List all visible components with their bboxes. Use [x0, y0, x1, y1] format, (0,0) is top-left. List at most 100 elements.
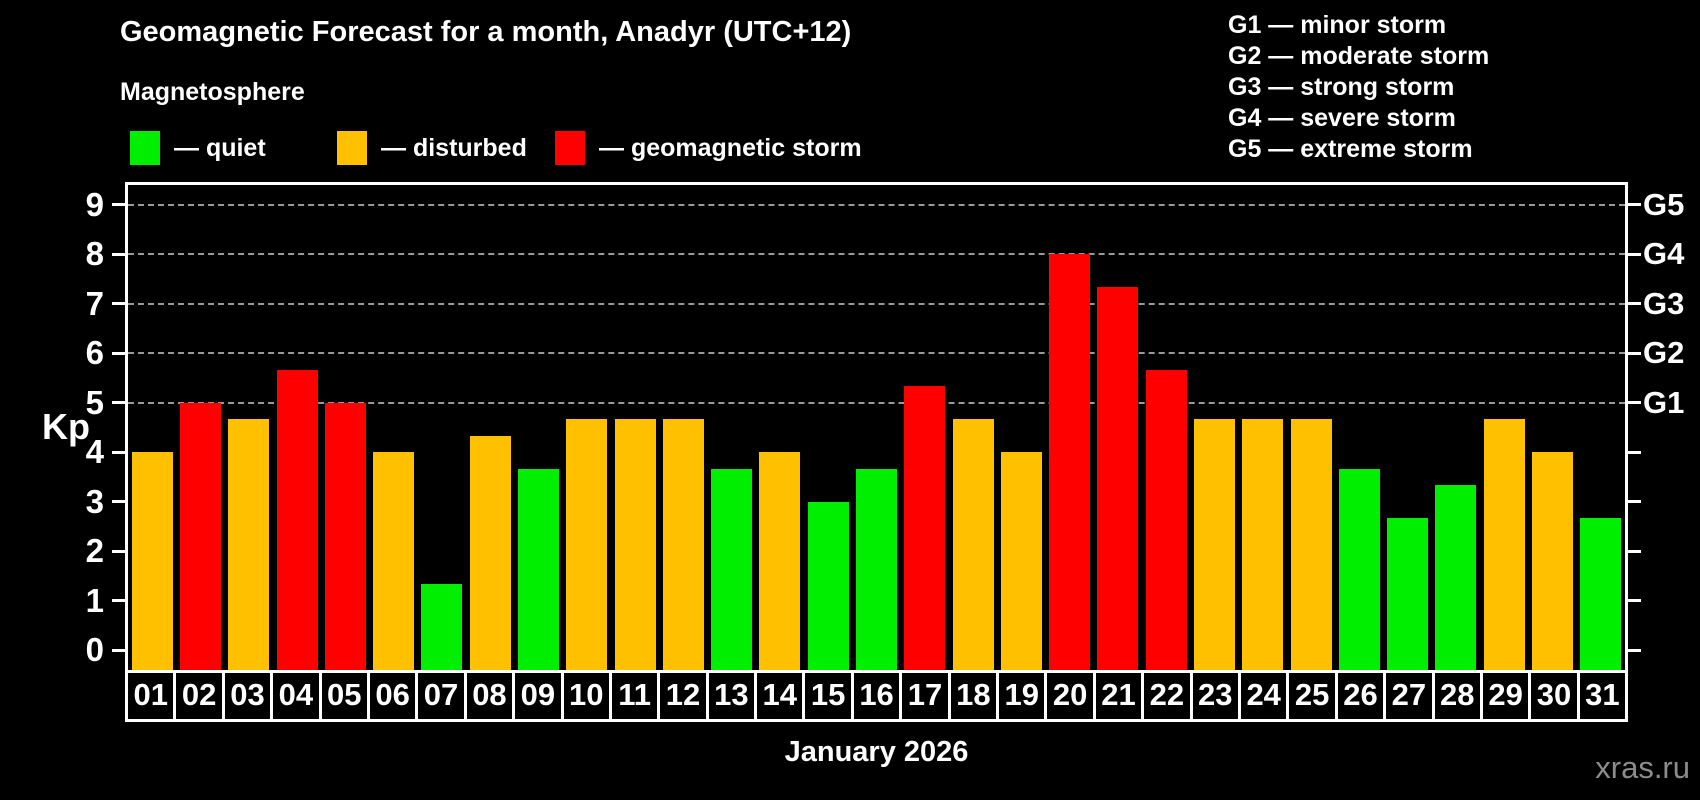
day-label-18: 18: [947, 670, 1000, 722]
left-axis-tick-9: [112, 203, 125, 207]
x-axis-title: January 2026: [784, 736, 969, 768]
kp-bar-day-27: [1387, 518, 1429, 670]
kp-bar-day-10: [566, 419, 608, 670]
day-label-01: 01: [125, 670, 177, 722]
kp-bar-day-11: [614, 419, 656, 670]
kp-bar-day-20: [1049, 254, 1091, 670]
kp-bar-day-06: [373, 452, 415, 670]
g-level-label-g2: G2: [1643, 335, 1685, 371]
gridline-kp5: [128, 401, 1625, 404]
legend-label-storm: — geomagnetic storm: [599, 133, 862, 162]
legend-item-storm: — geomagnetic storm: [555, 126, 862, 170]
y-axis-title: Kp: [42, 406, 90, 447]
chart-title: Geomagnetic Forecast for a month, Anadyr…: [120, 16, 852, 48]
day-label-20: 20: [1044, 670, 1096, 722]
right-axis-tick-4: [1628, 450, 1641, 454]
y-tick-label-5: 5: [85, 383, 104, 421]
day-label-21: 21: [1092, 670, 1145, 722]
kp-bar-day-28: [1435, 485, 1477, 670]
day-label-19: 19: [996, 670, 1048, 722]
y-tick-label-3: 3: [85, 482, 104, 520]
g-level-label-g1: G1: [1643, 384, 1685, 420]
day-label-03: 03: [221, 670, 274, 722]
day-label-04: 04: [270, 670, 322, 722]
g-legend-line-g1: G1 — minor storm: [1228, 11, 1447, 39]
y-tick-label-0: 0: [85, 631, 104, 669]
day-label-11: 11: [608, 670, 661, 722]
disturbed-color-swatch: [337, 131, 367, 165]
chart-subtitle: Magnetosphere: [120, 78, 305, 106]
day-label-12: 12: [657, 670, 709, 722]
kp-bar-day-23: [1194, 419, 1236, 670]
day-label-05: 05: [318, 670, 370, 722]
y-tick-label-4: 4: [85, 433, 104, 471]
day-label-23: 23: [1189, 670, 1241, 722]
kp-bar-day-01: [131, 452, 173, 670]
day-label-07: 07: [415, 670, 467, 722]
left-axis-tick-6: [112, 351, 125, 355]
g-legend-line-g4: G4 — severe storm: [1228, 104, 1456, 132]
day-label-24: 24: [1237, 670, 1290, 722]
kp-bar-day-21: [1097, 287, 1139, 670]
day-label-02: 02: [173, 670, 225, 722]
g-legend-line-g3: G3 — strong storm: [1228, 73, 1455, 101]
y-tick-label-8: 8: [85, 235, 104, 273]
day-label-17: 17: [899, 670, 951, 722]
legend-label-quiet: — quiet: [174, 133, 266, 162]
kp-bar-day-03: [228, 419, 270, 670]
storm-color-swatch: [555, 131, 585, 165]
left-axis-tick-0: [112, 648, 125, 652]
day-label-14: 14: [754, 670, 806, 722]
gridline-kp7: [128, 302, 1625, 305]
left-axis-tick-3: [112, 500, 125, 504]
y-tick-label-2: 2: [85, 532, 104, 570]
gridline-kp6: [128, 352, 1625, 355]
y-tick-label-1: 1: [85, 581, 104, 619]
plot-area: 0 1 2 3 4 5 6 7 8 9 G1 G2 G3 G4 G5: [86, 182, 1684, 673]
watermark: xras.ru: [1595, 750, 1690, 785]
day-label-22: 22: [1141, 670, 1193, 722]
right-axis-tick-8: [1628, 252, 1641, 256]
day-label-15: 15: [802, 670, 854, 722]
right-axis-tick-9: [1628, 203, 1641, 207]
left-axis-tick-4: [112, 450, 125, 454]
right-axis-tick-6: [1628, 351, 1641, 355]
kp-bar-day-19: [1000, 452, 1042, 670]
kp-bar-day-07: [421, 584, 463, 670]
kp-bar-day-12: [662, 419, 704, 670]
kp-bar-day-30: [1532, 452, 1574, 670]
quiet-color-swatch: [130, 131, 160, 165]
kp-bar-day-14: [759, 452, 801, 670]
g-legend-line-g2: G2 — moderate storm: [1228, 42, 1490, 70]
kp-bar-day-26: [1338, 468, 1380, 670]
gridline-kp8: [128, 253, 1625, 256]
kp-bar-day-02: [179, 402, 221, 670]
day-label-09: 09: [512, 670, 564, 722]
g-level-label-g3: G3: [1643, 285, 1685, 321]
right-axis-tick-3: [1628, 500, 1641, 504]
kp-bar-day-16: [856, 468, 897, 670]
x-axis-day-labels: 01 02 03 04 05 06 07 08 09 10 11 12 13 14 15 16 17 18 19 20…: [125, 670, 1629, 722]
kp-bar-day-09: [517, 468, 559, 670]
day-label-25: 25: [1286, 670, 1338, 722]
day-label-06: 06: [366, 670, 419, 722]
legend-item-quiet: — quiet: [130, 126, 266, 170]
day-label-08: 08: [463, 670, 516, 722]
y-tick-label-6: 6: [85, 334, 104, 372]
kp-bar-day-05: [324, 402, 366, 670]
kp-bar-day-22: [1145, 369, 1187, 670]
kp-bar-day-15: [807, 501, 849, 670]
left-axis-tick-2: [112, 549, 125, 553]
day-label-29: 29: [1479, 670, 1532, 722]
kp-bar-day-18: [952, 419, 994, 670]
kp-bar-day-25: [1290, 419, 1332, 670]
left-axis-tick-7: [112, 302, 125, 306]
gridline-kp9: [128, 203, 1625, 206]
kp-bar-day-31: [1580, 518, 1622, 670]
day-label-30: 30: [1528, 670, 1580, 722]
day-label-27: 27: [1383, 670, 1435, 722]
day-label-16: 16: [850, 670, 903, 722]
g-scale-legend: G1 — minor storm G2 — moderate storm G3 …: [1228, 10, 1489, 165]
kp-bar-day-13: [711, 468, 753, 670]
right-axis-tick-7: [1628, 302, 1641, 306]
